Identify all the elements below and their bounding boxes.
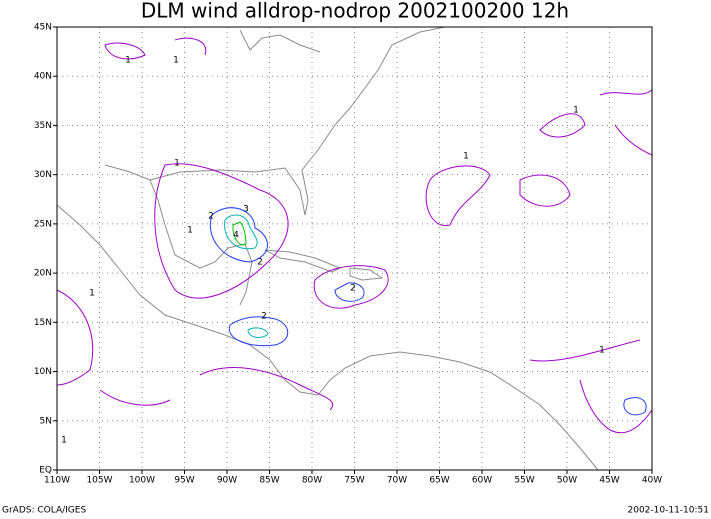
- coastline: [239, 29, 321, 53]
- contour: [623, 397, 647, 416]
- lat-label: 40N: [34, 72, 52, 82]
- lat-label: 25N: [34, 219, 52, 229]
- lon-label: 40W: [642, 476, 662, 486]
- footer-right: 2002-10-11-10:51: [628, 506, 710, 516]
- lon-label: 70W: [387, 476, 407, 486]
- title: DLM wind alldrop-nodrop 2002100200 12h: [141, 0, 569, 23]
- coastline: [317, 351, 599, 471]
- contour: [224, 214, 258, 250]
- contour-label: 2: [261, 312, 267, 322]
- lon-label: 75W: [344, 476, 364, 486]
- contour-label: 4: [233, 231, 239, 241]
- coastline: [349, 267, 384, 281]
- contour-label: 1: [61, 436, 67, 446]
- lon-label: 95W: [174, 476, 194, 486]
- lon-label: 80W: [302, 476, 322, 486]
- coastlines: [56, 26, 599, 471]
- lon-label: 50W: [557, 476, 577, 486]
- contour: [313, 265, 389, 309]
- lat-label: 45N: [34, 23, 52, 33]
- contour-label: 1: [89, 289, 95, 299]
- lat-label: 35N: [34, 121, 52, 131]
- contour: [154, 163, 289, 299]
- contours: [56, 37, 653, 433]
- contour-label: 1: [463, 152, 469, 162]
- lat-label: 5N: [40, 416, 52, 426]
- lon-label: 105W: [86, 476, 112, 486]
- lat-label: EQ: [39, 466, 52, 476]
- contour: [599, 89, 653, 156]
- lon-label: 55W: [514, 476, 534, 486]
- coastline: [104, 164, 253, 306]
- contour: [209, 207, 268, 263]
- coastline: [149, 26, 446, 216]
- lon-label: 45W: [599, 476, 619, 486]
- lat-label: 15N: [34, 318, 52, 328]
- contour: [539, 113, 586, 138]
- contour-label: 1: [187, 226, 193, 236]
- contour-label: 2: [350, 284, 356, 294]
- contour-labels: 1 1 2 3 4 2 1 2 1 1 1 1 2 1 1: [61, 56, 605, 446]
- lon-label: 100W: [129, 476, 155, 486]
- lon-label: 60W: [472, 476, 492, 486]
- lon-label: 65W: [429, 476, 449, 486]
- contour: [232, 221, 247, 246]
- contour-label: 1: [599, 346, 605, 356]
- contour: [104, 37, 207, 60]
- map-frame: [56, 26, 653, 471]
- contour: [519, 174, 571, 207]
- lat-label: 20N: [34, 269, 52, 279]
- lon-label: 110W: [44, 476, 70, 486]
- coastline: [56, 204, 319, 396]
- contour: [425, 165, 491, 226]
- contour-label: 1: [173, 56, 179, 66]
- contour-label: 1: [125, 56, 131, 66]
- lon-label: 90W: [217, 476, 237, 486]
- contour-label: 3: [243, 205, 249, 215]
- lon-label: 85W: [259, 476, 279, 486]
- contour-label: 1: [174, 159, 180, 169]
- graticule: [53, 26, 653, 474]
- lat-label: 10N: [34, 367, 52, 377]
- contour: [529, 339, 653, 433]
- contour: [56, 289, 94, 386]
- contour: [99, 367, 333, 411]
- lat-label: 30N: [34, 170, 52, 180]
- contour: [228, 316, 288, 347]
- contour: [334, 282, 365, 302]
- footer-left: GrADS: COLA/IGES: [2, 506, 86, 516]
- contour: [247, 327, 269, 338]
- contour-label: 2: [208, 212, 214, 222]
- coastline: [264, 249, 342, 273]
- contour-label: 1: [573, 106, 579, 116]
- contour-label: 2: [257, 258, 263, 268]
